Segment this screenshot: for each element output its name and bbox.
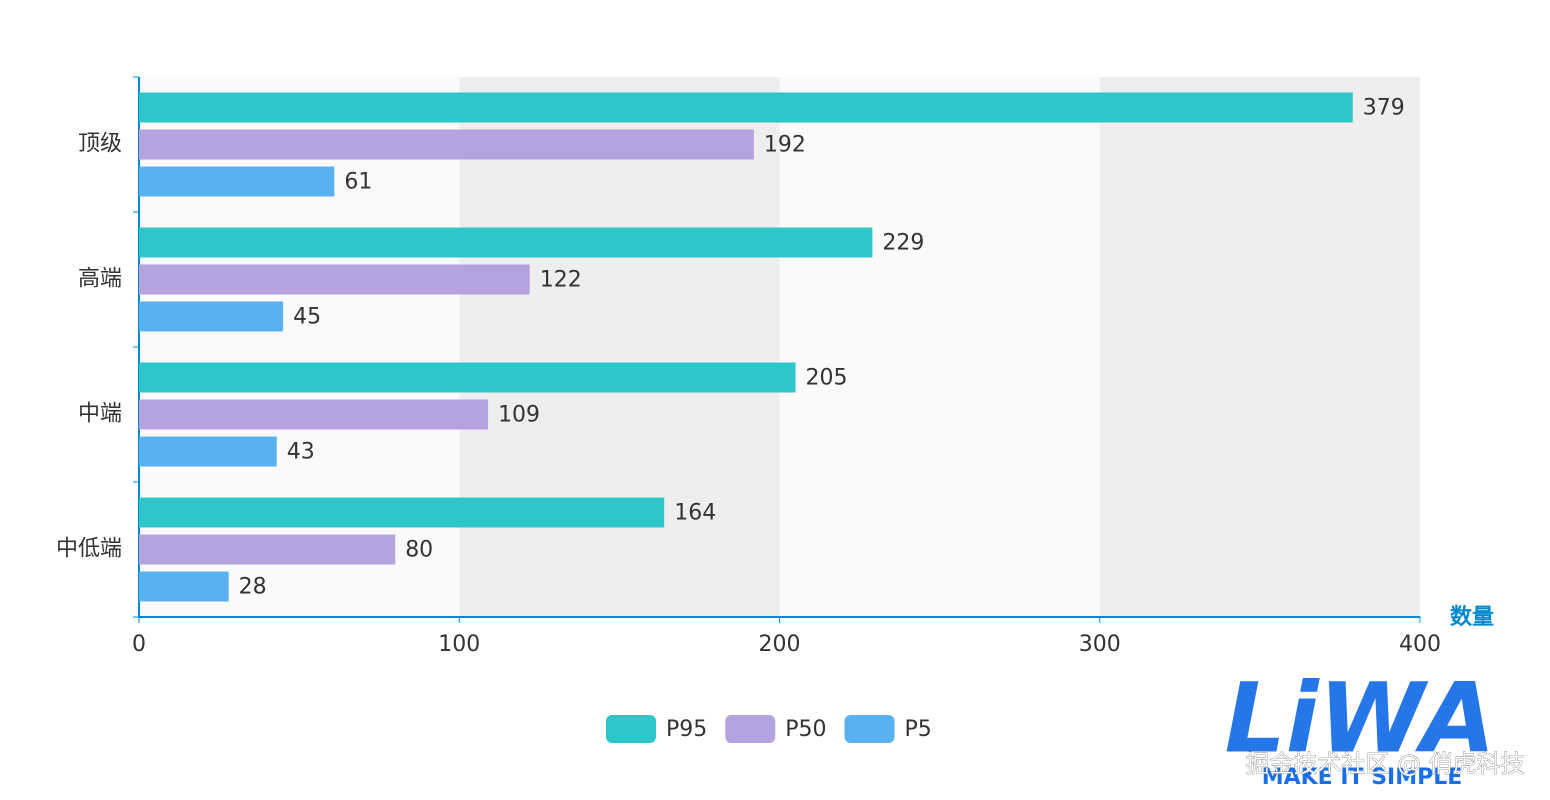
x-tick-label: 200	[759, 632, 801, 657]
value-label: 45	[293, 305, 321, 330]
bar	[139, 129, 754, 160]
x-axis-title: 数量	[1450, 604, 1494, 630]
bar	[139, 497, 665, 528]
y-tick-label: 中端	[78, 402, 122, 427]
y-tick-label: 高端	[78, 267, 122, 292]
value-label: 80	[405, 538, 433, 563]
value-label: 229	[882, 231, 924, 256]
bar	[139, 534, 396, 565]
bar	[139, 436, 277, 467]
split-area	[779, 77, 1100, 617]
bar	[139, 362, 796, 393]
x-tick-label: 0	[132, 632, 146, 657]
x-tick-label: 100	[438, 632, 480, 657]
value-label: 205	[806, 366, 848, 391]
bar	[139, 571, 229, 602]
y-tick-label: 顶级	[78, 132, 122, 157]
value-label: 109	[498, 403, 540, 428]
bar	[139, 264, 530, 295]
watermark-credit: 掘金技术社区 @ 俏虎科技	[1245, 750, 1524, 778]
x-tick-label: 400	[1399, 632, 1441, 657]
legend-swatch	[844, 715, 895, 743]
value-label: 28	[239, 575, 267, 600]
legend-label: P5	[905, 717, 932, 742]
legend-label: P50	[785, 717, 826, 742]
bar	[139, 166, 335, 197]
bar	[139, 227, 873, 258]
value-label: 379	[1363, 96, 1405, 121]
split-area	[1099, 77, 1420, 617]
bar	[139, 92, 1353, 123]
value-label: 61	[344, 170, 372, 195]
bar	[139, 399, 489, 430]
value-label: 122	[540, 268, 582, 293]
value-label: 164	[674, 501, 716, 526]
value-label: 43	[287, 440, 315, 465]
value-label: 192	[764, 133, 806, 158]
bar	[139, 301, 284, 332]
watermark-logo: LiWA	[1225, 662, 1496, 774]
y-tick-label: 中低端	[56, 537, 122, 562]
legend-label: P95	[666, 717, 707, 742]
watermark-tagline: MAKE IT SIMPLE	[1262, 765, 1463, 790]
legend-swatch	[606, 715, 656, 743]
x-tick-label: 300	[1079, 632, 1121, 657]
legend-swatch	[725, 715, 776, 743]
